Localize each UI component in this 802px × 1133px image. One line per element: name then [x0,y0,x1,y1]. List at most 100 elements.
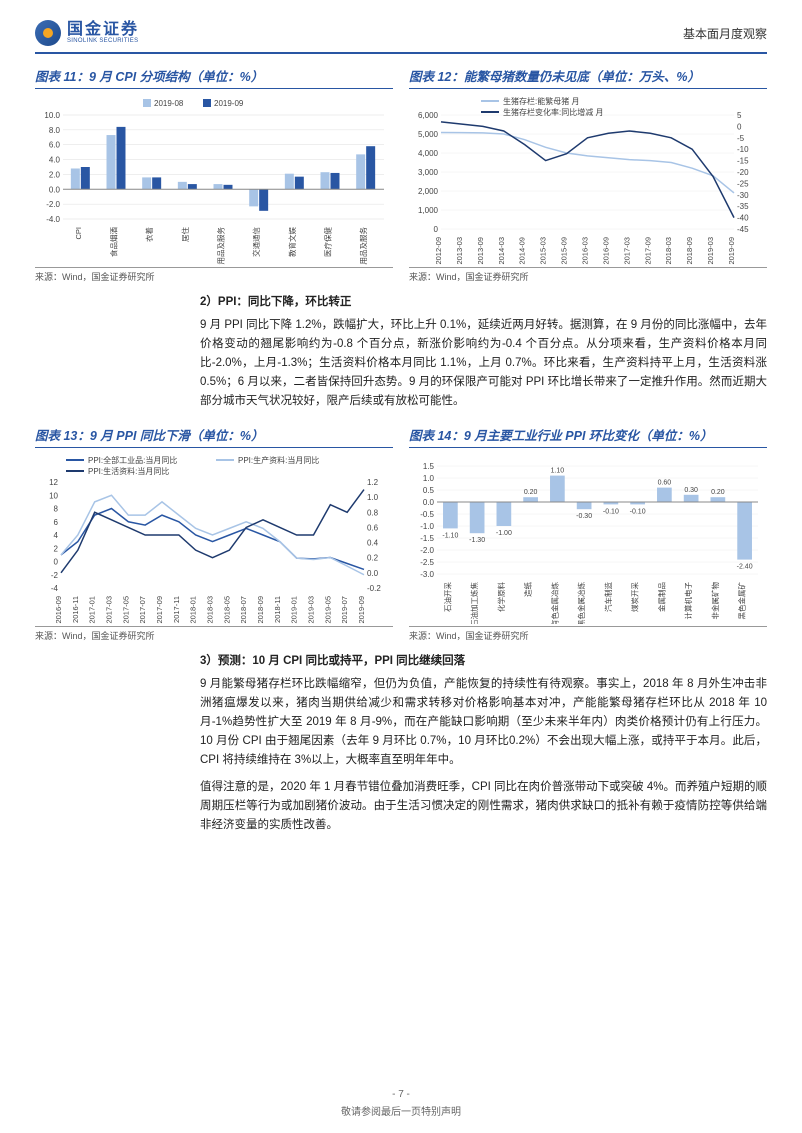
svg-text:金属制品: 金属制品 [656,582,666,612]
svg-text:2014-09: 2014-09 [518,237,527,265]
svg-text:2019-03: 2019-03 [706,237,715,265]
svg-text:8.0: 8.0 [49,126,61,135]
svg-text:医疗保健: 医疗保健 [323,227,333,257]
svg-text:2015-09: 2015-09 [560,237,569,265]
svg-text:-10: -10 [737,145,749,154]
svg-text:2017-05: 2017-05 [121,596,130,624]
chart-14-title: 图表 14：9 月主要工业行业 PPI 环比变化（单位：%） [409,425,767,448]
svg-text:造纸: 造纸 [523,581,533,596]
svg-text:0.0: 0.0 [49,185,61,194]
svg-text:有色金属冶炼: 有色金属冶炼 [549,581,559,623]
svg-text:2017-03: 2017-03 [622,237,631,265]
svg-text:PPI:全部工业品:当月同比: PPI:全部工业品:当月同比 [88,455,177,465]
svg-text:-1.00: -1.00 [496,530,512,537]
svg-text:黑色金属矿: 黑色金属矿 [737,581,747,619]
svg-text:-4: -4 [51,584,59,593]
section-3-heading: 3）预测：10 月 CPI 同比或持平，PPI 同比继续回落 [200,652,767,671]
svg-text:12: 12 [49,478,58,487]
svg-text:2019-09: 2019-09 [727,237,736,265]
svg-text:2019-05: 2019-05 [323,596,332,624]
page-header: 国金证券 SINOLINK SECURITIES 基本面月度观察 [35,20,767,54]
svg-text:-20: -20 [737,168,749,177]
svg-text:-0.10: -0.10 [603,508,619,515]
svg-text:2017-09: 2017-09 [643,237,652,265]
svg-text:非金属矿物: 非金属矿物 [710,581,720,619]
chart-12-body: 01,0002,0003,0004,0005,0006,000-45-40-35… [409,95,767,265]
svg-text:-2.0: -2.0 [46,200,60,209]
chart-11-title: 图表 11：9 月 CPI 分项结构（单位：%） [35,66,393,89]
svg-text:-1.5: -1.5 [420,534,434,543]
svg-text:-1.0: -1.0 [420,522,434,531]
svg-text:5: 5 [737,111,742,120]
svg-text:5,000: 5,000 [418,130,439,139]
svg-text:0.5: 0.5 [423,486,435,495]
svg-text:3,000: 3,000 [418,168,439,177]
svg-text:10.0: 10.0 [44,111,60,120]
svg-text:2019-09: 2019-09 [214,99,244,108]
svg-text:0.4: 0.4 [367,538,379,547]
svg-text:-0.2: -0.2 [367,584,381,593]
chart-13-source: 来源：Wind，国金证券研究所 [35,626,393,642]
svg-text:2018-03: 2018-03 [206,596,215,624]
chart-13: 图表 13：9 月 PPI 同比下滑（单位：%） -4-2024681012-0… [35,425,393,642]
footer-disclaimer: 敬请参阅最后一页特别声明 [0,1103,802,1118]
svg-text:PPI:生产资料:当月同比: PPI:生产资料:当月同比 [238,455,319,465]
section-3: 3）预测：10 月 CPI 同比或持平，PPI 同比继续回落 9 月能繁母猪存栏… [200,652,767,835]
page-footer: - 7 - 敬请参阅最后一页特别声明 [0,1089,802,1118]
svg-text:化学原料: 化学原料 [496,581,506,611]
svg-text:1.10: 1.10 [551,467,565,474]
chart-11-source: 来源：Wind，国金证券研究所 [35,267,393,283]
svg-text:2017-11: 2017-11 [172,596,181,623]
svg-text:-0.30: -0.30 [576,513,592,520]
svg-text:0: 0 [54,557,59,566]
section-3-body-2: 值得注意的是，2020 年 1 月春节错位叠加消费旺季，CPI 同比在肉价普涨带… [200,778,767,835]
svg-text:8: 8 [54,504,59,513]
svg-text:-2.40: -2.40 [737,563,753,570]
svg-text:其他用品及服务: 其他用品及服务 [358,227,368,265]
svg-text:2019-07: 2019-07 [340,596,349,624]
svg-text:生猪存栏变化率:同比增减 月: 生猪存栏变化率:同比增减 月 [503,107,603,117]
svg-text:2018-11: 2018-11 [273,596,282,623]
svg-text:1.0: 1.0 [423,474,435,483]
svg-text:-1.30: -1.30 [469,537,485,544]
section-2-heading: 2）PPI：同比下降，环比转正 [200,293,767,312]
svg-text:0.0: 0.0 [367,569,379,578]
svg-text:-5: -5 [737,134,745,143]
svg-text:2,000: 2,000 [418,187,439,196]
svg-text:-0.10: -0.10 [630,508,646,515]
svg-text:计算机电子: 计算机电子 [683,581,693,619]
charts-row-1: 图表 11：9 月 CPI 分项结构（单位：%） -4.0-2.00.02.04… [35,66,767,283]
svg-text:2016-09: 2016-09 [54,596,63,624]
svg-text:2019-08: 2019-08 [154,99,184,108]
chart-12-title: 图表 12：能繁母猪数量仍未见底（单位：万头、%） [409,66,767,89]
svg-text:4,000: 4,000 [418,149,439,158]
svg-text:2015-03: 2015-03 [539,237,548,265]
svg-text:PPI:生活资料:当月同比: PPI:生活资料:当月同比 [88,466,169,476]
svg-text:-2.0: -2.0 [420,546,434,555]
svg-text:CPI: CPI [74,227,83,240]
section-2-body: 9 月 PPI 同比下降 1.2%，跌幅扩大，环比上升 0.1%，延续近两月好转… [200,316,767,411]
svg-text:-40: -40 [737,214,749,223]
svg-text:2: 2 [54,544,59,553]
svg-text:衣着: 衣着 [144,227,154,242]
svg-text:0.8: 0.8 [367,508,379,517]
svg-text:2017-07: 2017-07 [138,596,147,624]
svg-text:2017-09: 2017-09 [155,596,164,624]
svg-text:-1.10: -1.10 [442,532,458,539]
svg-text:-0.5: -0.5 [420,510,434,519]
svg-text:-4.0: -4.0 [46,215,60,224]
svg-text:2014-03: 2014-03 [497,237,506,265]
svg-text:4.0: 4.0 [49,156,61,165]
svg-text:0: 0 [434,225,439,234]
svg-text:0.0: 0.0 [423,498,435,507]
svg-text:-30: -30 [737,191,749,200]
svg-text:教育文娱: 教育文娱 [287,227,297,257]
svg-text:2019-09: 2019-09 [357,596,366,624]
svg-text:2018-09: 2018-09 [256,596,265,624]
svg-text:石油开采: 石油开采 [442,581,452,611]
svg-text:居住: 居住 [180,227,190,242]
svg-text:6.0: 6.0 [49,141,61,150]
svg-text:汽车制造: 汽车制造 [603,581,613,611]
svg-text:6,000: 6,000 [418,111,439,120]
svg-text:0.6: 0.6 [367,523,379,532]
